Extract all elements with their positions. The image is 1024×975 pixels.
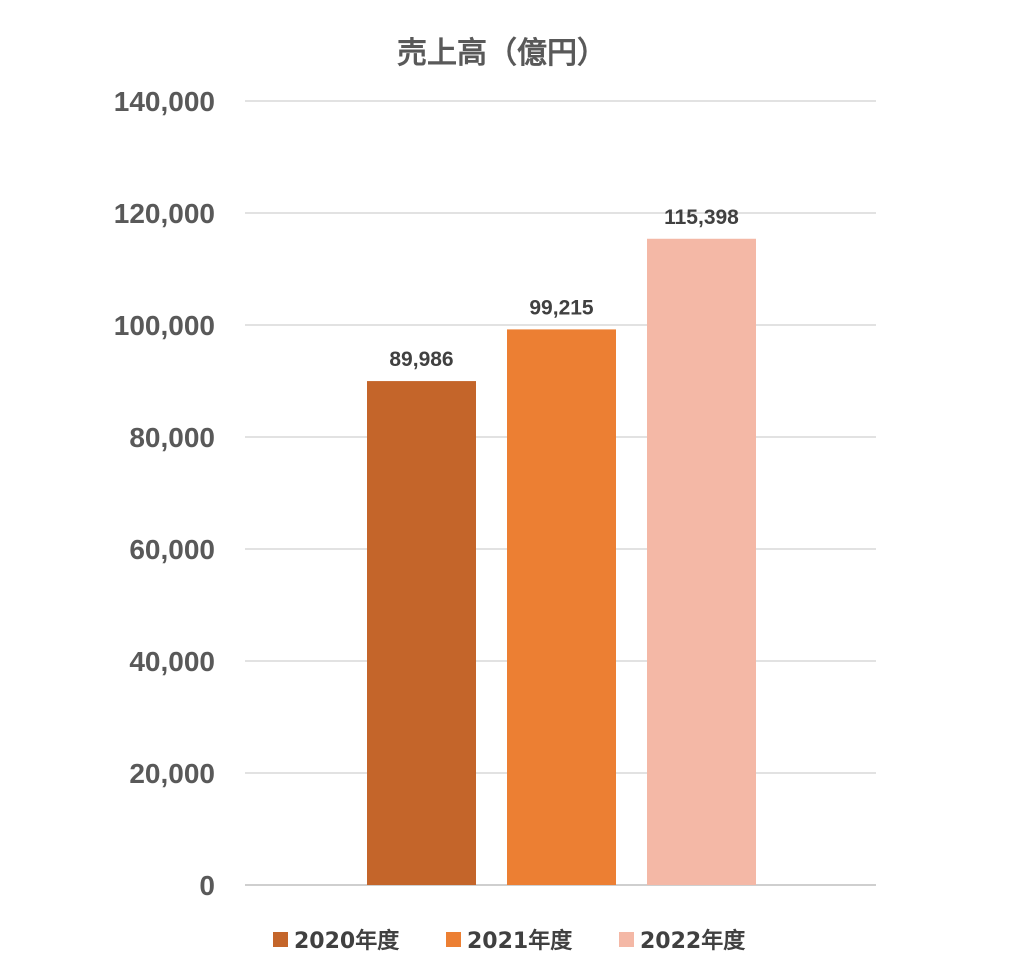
legend-label: 2020年度 <box>294 928 400 954</box>
legend-swatch <box>619 932 634 947</box>
data-label: 89,986 <box>389 348 453 371</box>
legend-label: 2022年度 <box>640 928 746 954</box>
y-tick-label: 140,000 <box>114 86 215 117</box>
legend: 2020年度 2021年度 2022年度 <box>273 928 746 954</box>
bars <box>367 238 756 886</box>
y-tick-label: 40,000 <box>129 646 215 677</box>
data-labels: 89,986 99,215 115,398 <box>389 206 739 371</box>
y-tick-label: 120,000 <box>114 198 215 229</box>
y-axis-tick-labels: 0 20,000 40,000 60,000 80,000 100,000 120,000 1… <box>114 86 215 901</box>
legend-label: 2021年度 <box>467 928 573 954</box>
y-tick-label: 20,000 <box>129 758 215 789</box>
chart-title: 売上高（億円） <box>397 36 607 71</box>
legend-swatch <box>446 932 461 947</box>
legend-swatch <box>273 932 288 947</box>
y-tick-label: 60,000 <box>129 534 215 565</box>
data-label: 99,215 <box>529 296 594 319</box>
data-label: 115,398 <box>664 206 739 229</box>
y-tick-label: 100,000 <box>114 310 215 341</box>
bar-2020年度 <box>367 381 476 885</box>
y-tick-label: 80,000 <box>129 422 215 453</box>
bar-2022年度 <box>647 238 756 886</box>
bar-2021年度 <box>507 329 616 885</box>
y-tick-label: 0 <box>199 870 215 901</box>
